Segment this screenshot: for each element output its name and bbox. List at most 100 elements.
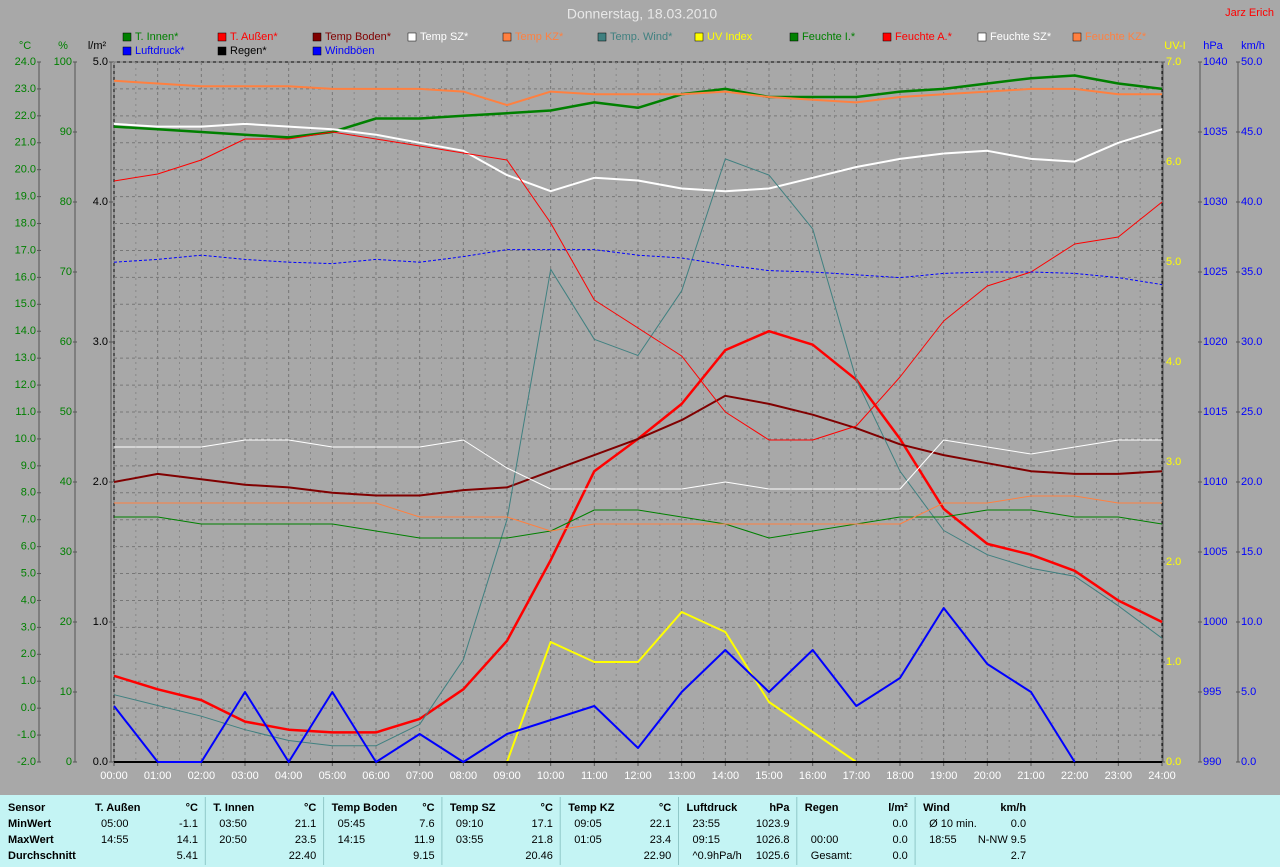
series-line — [113, 131, 1163, 441]
legend-swatch — [1072, 32, 1082, 42]
y-tick-label: 5.0 — [93, 56, 108, 68]
y-tick-label: 23.0 — [15, 83, 36, 95]
series-line — [114, 495, 1162, 532]
series-line — [113, 158, 1163, 747]
cell-time: 00:00 — [811, 834, 839, 846]
cell-value: 1023.9 — [756, 818, 790, 830]
x-tick-label: 23:00 — [1105, 770, 1133, 782]
series-line — [113, 249, 1163, 286]
x-tick-label: 04:00 — [275, 770, 303, 782]
cell-value: 1026.8 — [756, 834, 790, 846]
y-tick-label: 100 — [54, 56, 72, 68]
y-tick-label: 35.0 — [1241, 266, 1262, 278]
cell-value: 0.0 — [893, 834, 908, 846]
cell-value: 22.40 — [289, 850, 317, 862]
cell-value: 23.4 — [650, 834, 671, 846]
legend-label: UV Index — [707, 31, 753, 43]
legend-swatch — [694, 32, 704, 42]
legend-label: Feuchte A.* — [895, 31, 953, 43]
y-tick-label: 13.0 — [15, 352, 36, 364]
x-tick-label: 14:00 — [712, 770, 740, 782]
x-tick-label: 10:00 — [537, 770, 565, 782]
y-tick-label: 14.0 — [15, 325, 36, 337]
cell-time: 20:50 — [219, 834, 247, 846]
y-tick-label: 0 — [66, 756, 72, 768]
y-tick-label: 10 — [60, 686, 72, 698]
y-tick-label: 50 — [60, 406, 72, 418]
y-tick-label: 1030 — [1203, 196, 1227, 208]
y-tick-label: 40 — [60, 476, 72, 488]
x-tick-label: 07:00 — [406, 770, 434, 782]
x-tick-label: 13:00 — [668, 770, 696, 782]
x-tick-label: 21:00 — [1017, 770, 1045, 782]
legend-swatch — [502, 32, 512, 42]
y-tick-label: 995 — [1203, 686, 1221, 698]
y-tick-label: 6.0 — [21, 541, 36, 553]
legend-swatch — [122, 32, 132, 42]
column-unit: °C — [304, 802, 316, 814]
y-tick-label: 12.0 — [15, 379, 36, 391]
y-tick-label: 0.0 — [21, 702, 36, 714]
y-tick-label: 6.0 — [1166, 156, 1181, 168]
column-header: Temp Boden — [332, 802, 398, 814]
column-header: Temp SZ — [450, 802, 496, 814]
y-tick-label: -1.0 — [17, 729, 36, 741]
column-unit: °C — [422, 802, 434, 814]
cell-value: 0.0 — [1011, 818, 1026, 830]
y-tick-label: 5.0 — [1241, 686, 1256, 698]
x-tick-label: 01:00 — [144, 770, 172, 782]
y-tick-label: 7.0 — [1166, 56, 1181, 68]
y-tick-label: 18.0 — [15, 217, 36, 229]
column-unit: °C — [541, 802, 553, 814]
x-tick-label: 22:00 — [1061, 770, 1089, 782]
axis-label: °C — [19, 40, 31, 52]
cell-time: 14:15 — [338, 834, 366, 846]
cell-time: 23:55 — [693, 818, 721, 830]
cell-value: 21.1 — [295, 818, 316, 830]
stats-table-bg — [0, 795, 1280, 867]
y-tick-label: 8.0 — [21, 487, 36, 499]
cell-value: 9.15 — [413, 850, 434, 862]
legend-swatch — [122, 46, 132, 56]
y-tick-label: 20 — [60, 616, 72, 628]
y-tick-label: 10.0 — [15, 433, 36, 445]
x-tick-label: 02:00 — [188, 770, 216, 782]
legend-swatch — [882, 32, 892, 42]
cell-time: ^0.9hPa/h — [693, 850, 742, 862]
x-tick-label: 24:00 — [1148, 770, 1176, 782]
cell-value: N-NW 9.5 — [978, 834, 1026, 846]
column-unit: l/m² — [888, 802, 908, 814]
cell-value: 14.1 — [177, 834, 198, 846]
y-tick-label: 3.0 — [21, 621, 36, 633]
y-tick-label: 19.0 — [15, 191, 36, 203]
y-tick-label: 2.0 — [1166, 556, 1181, 568]
legend-label: T. Außen* — [230, 31, 278, 43]
cell-time: 09:15 — [693, 834, 721, 846]
row-label: Durchschnitt — [8, 850, 76, 862]
y-tick-label: 30 — [60, 546, 72, 558]
y-tick-label: 3.0 — [1166, 456, 1181, 468]
legend-label: T. Innen* — [135, 31, 179, 43]
legend-swatch — [789, 32, 799, 42]
y-tick-label: 1010 — [1203, 476, 1227, 488]
y-tick-label: 0.0 — [1166, 756, 1181, 768]
column-header: Luftdruck — [687, 802, 739, 814]
series-line — [113, 607, 1076, 763]
cell-value: 0.0 — [893, 818, 908, 830]
legend-swatch — [217, 32, 227, 42]
x-tick-label: 06:00 — [362, 770, 390, 782]
legend-label: Feuchte I.* — [802, 31, 856, 43]
legend-label: Temp KZ* — [515, 31, 564, 43]
y-tick-label: 45.0 — [1241, 126, 1262, 138]
legend-swatch — [977, 32, 987, 42]
y-tick-label: 16.0 — [15, 271, 36, 283]
y-tick-label: 80 — [60, 196, 72, 208]
column-unit: km/h — [1000, 802, 1026, 814]
legend-label: Feuchte SZ* — [990, 31, 1052, 43]
y-tick-label: 990 — [1203, 756, 1221, 768]
y-tick-label: 1020 — [1203, 336, 1227, 348]
y-tick-label: 4.0 — [21, 594, 36, 606]
x-tick-label: 00:00 — [100, 770, 128, 782]
y-tick-label: 1040 — [1203, 56, 1227, 68]
legend-label: Feuchte KZ* — [1085, 31, 1147, 43]
